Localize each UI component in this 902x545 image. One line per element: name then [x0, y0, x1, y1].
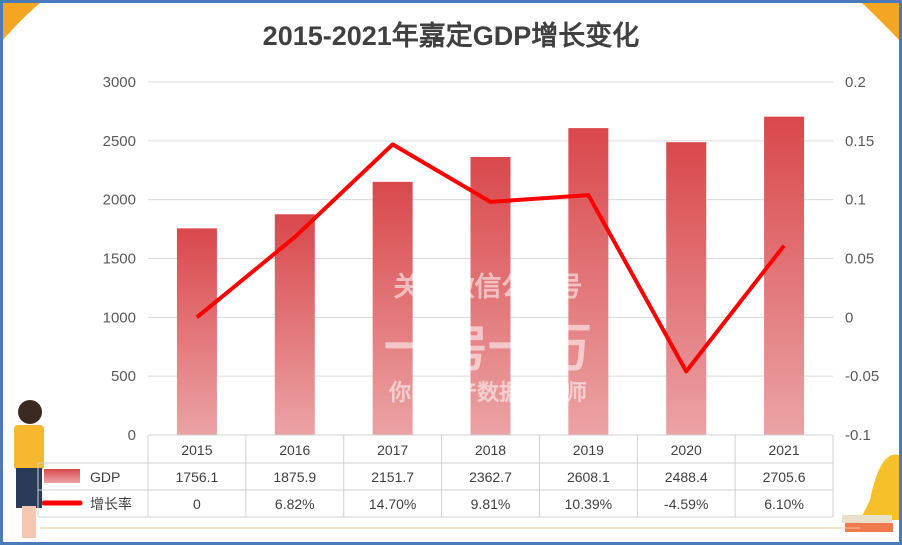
category-label: 2020 [671, 442, 702, 458]
left-axis-tick: 0 [128, 427, 136, 444]
right-axis-tick: -0.1 [845, 427, 871, 444]
growth-data-label: 14.70% [369, 496, 416, 512]
growth-data-label: 6.10% [764, 496, 804, 512]
category-label: 2018 [475, 442, 506, 458]
gdp-bar [274, 214, 315, 435]
gdp-bar [176, 228, 217, 435]
growth-data-label: 6.82% [275, 496, 315, 512]
left-axis-tick: 500 [111, 368, 136, 385]
gdp-legend-label: GDP [90, 469, 120, 485]
gdp-data-label: 2608.1 [567, 469, 610, 485]
chart-title: 2015-2021年嘉定GDP增长变化 [262, 21, 640, 51]
left-axis-tick: 2500 [103, 133, 136, 150]
left-axis-tick: 1500 [103, 251, 136, 268]
gdp-bar [764, 116, 805, 436]
watermark-line3: 你的房产数据分析师 [388, 380, 587, 405]
right-axis-tick: 0.1 [845, 192, 866, 209]
category-label: 2017 [377, 442, 408, 458]
gdp-data-label: 2362.7 [469, 469, 512, 485]
category-label: 2021 [768, 442, 799, 458]
category-label: 2016 [279, 442, 310, 458]
growth-legend-label: 增长率 [90, 496, 132, 512]
growth-data-label: -4.59% [664, 496, 708, 512]
gdp-legend-key [44, 469, 80, 483]
right-axis-tick: -0.05 [845, 368, 879, 385]
gdp-data-label: 1756.1 [176, 469, 219, 485]
growth-data-label: 0 [193, 496, 201, 512]
growth-data-label: 10.39% [565, 496, 612, 512]
watermark: 关注微信公众号 一房一万 你的房产数据分析师 [384, 271, 592, 405]
category-label: 2019 [573, 442, 604, 458]
corner-decoration [3, 3, 899, 538]
gdp-bar [372, 181, 413, 435]
category-label: 2015 [181, 442, 212, 458]
gdp-data-label: 2488.4 [665, 469, 708, 485]
left-axis-tick: 3000 [103, 74, 136, 91]
left-axis-tick: 1000 [103, 309, 136, 326]
left-axis-tick: 2000 [103, 192, 136, 209]
watermark-line1: 关注微信公众号 [394, 271, 583, 302]
gdp-data-label: 2151.7 [371, 469, 414, 485]
right-axis-tick: 0 [845, 309, 853, 326]
gdp-bar [568, 128, 609, 435]
gdp-data-label: 1875.9 [273, 469, 316, 485]
growth-data-label: 9.81% [471, 496, 511, 512]
right-axis-tick: 0.05 [845, 251, 874, 268]
right-axis-tick: 0.15 [845, 133, 874, 150]
growth-rate-line [195, 142, 786, 374]
right-axis-tick: 0.2 [845, 74, 866, 91]
gdp-data-label: 2705.6 [763, 469, 806, 485]
gdp-bar [666, 142, 707, 435]
watermark-line2: 一房一万 [384, 320, 592, 378]
